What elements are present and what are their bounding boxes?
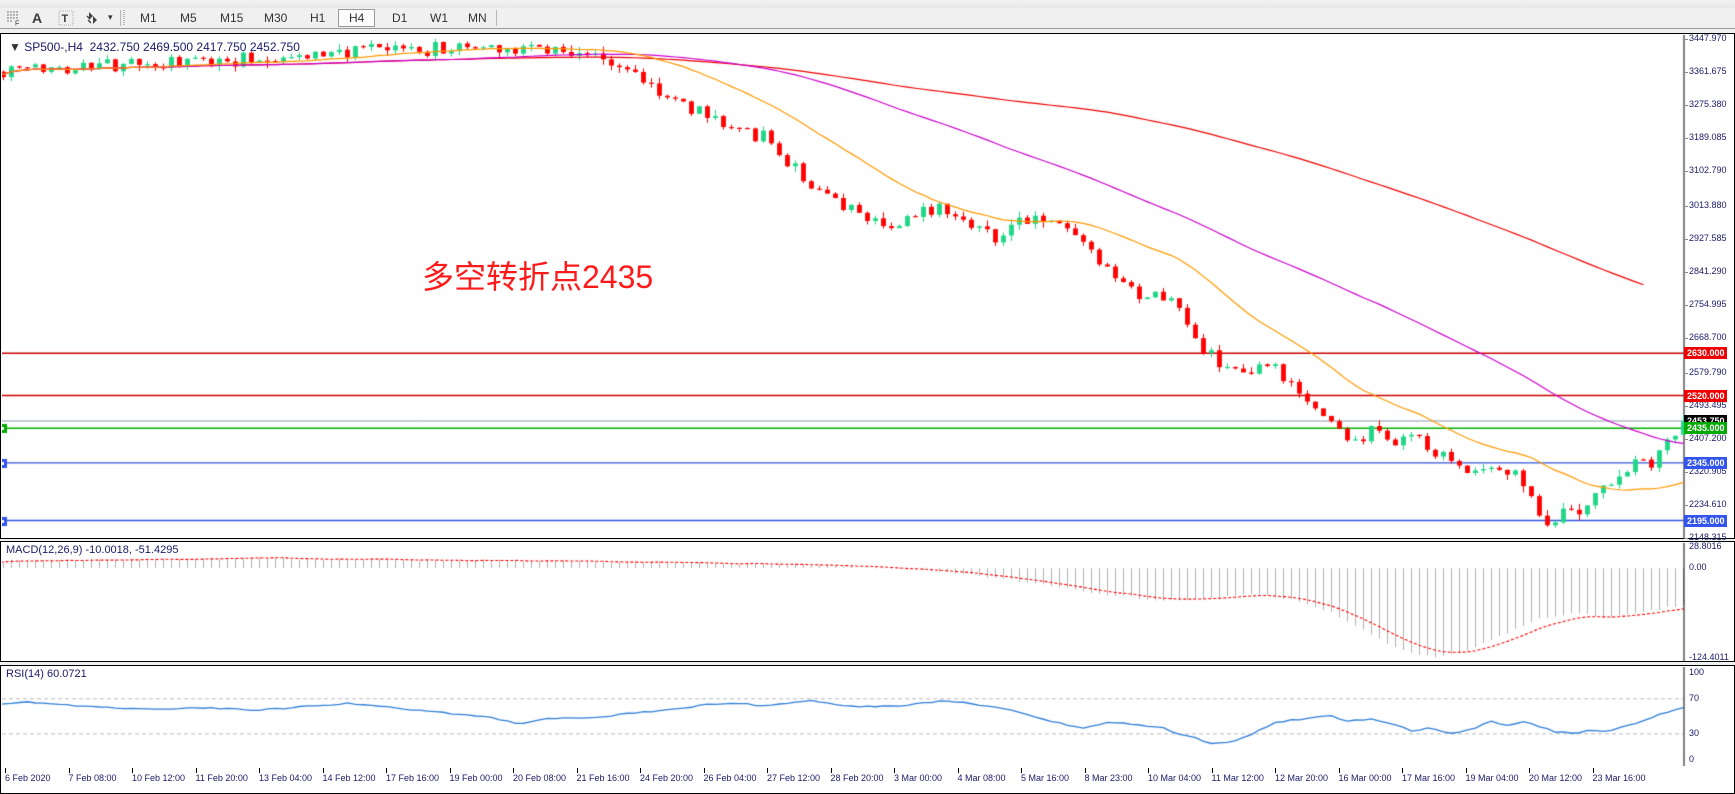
svg-text:F: F — [15, 21, 19, 27]
svg-text:T: T — [62, 13, 69, 25]
